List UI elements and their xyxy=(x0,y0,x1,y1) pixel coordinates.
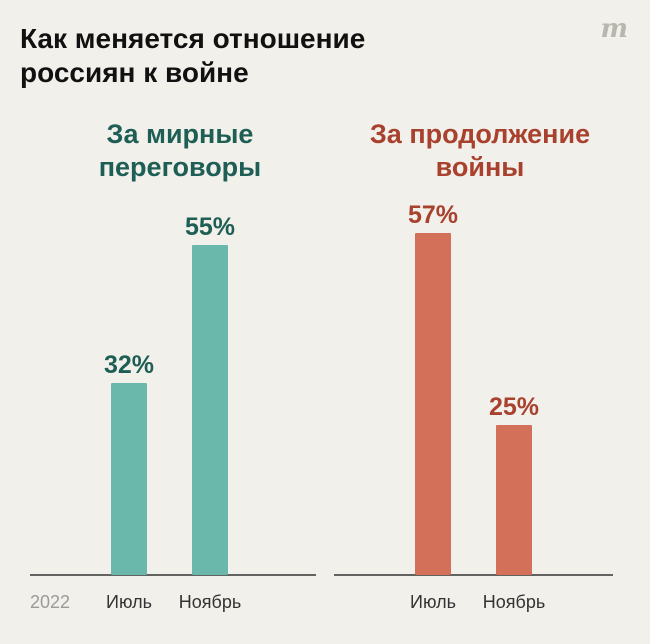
war-bar-1 xyxy=(496,425,532,575)
war-value-label-0: 57% xyxy=(408,201,458,229)
year-label: 2022 xyxy=(30,592,70,612)
war-group-title: За продолжение войны xyxy=(369,119,591,182)
peace-bar-0 xyxy=(111,383,147,575)
war-bar-0 xyxy=(415,233,451,575)
peace-value-label-0: 32% xyxy=(104,351,154,379)
peace-group-title: За мирные переговоры xyxy=(98,119,262,182)
meduza-logo-icon: m xyxy=(600,14,628,44)
page-title: Как меняется отношение россиян к войне xyxy=(20,23,366,88)
peace-bar-1 xyxy=(192,245,228,575)
peace-category-label-0: Июль xyxy=(106,592,152,612)
war-category-label-1: Ноябрь xyxy=(483,592,545,612)
war-value-label-1: 25% xyxy=(489,393,539,421)
war-category-label-0: Июль xyxy=(410,592,456,612)
peace-value-label-1: 55% xyxy=(185,213,235,241)
peace-category-label-1: Ноябрь xyxy=(179,592,241,612)
